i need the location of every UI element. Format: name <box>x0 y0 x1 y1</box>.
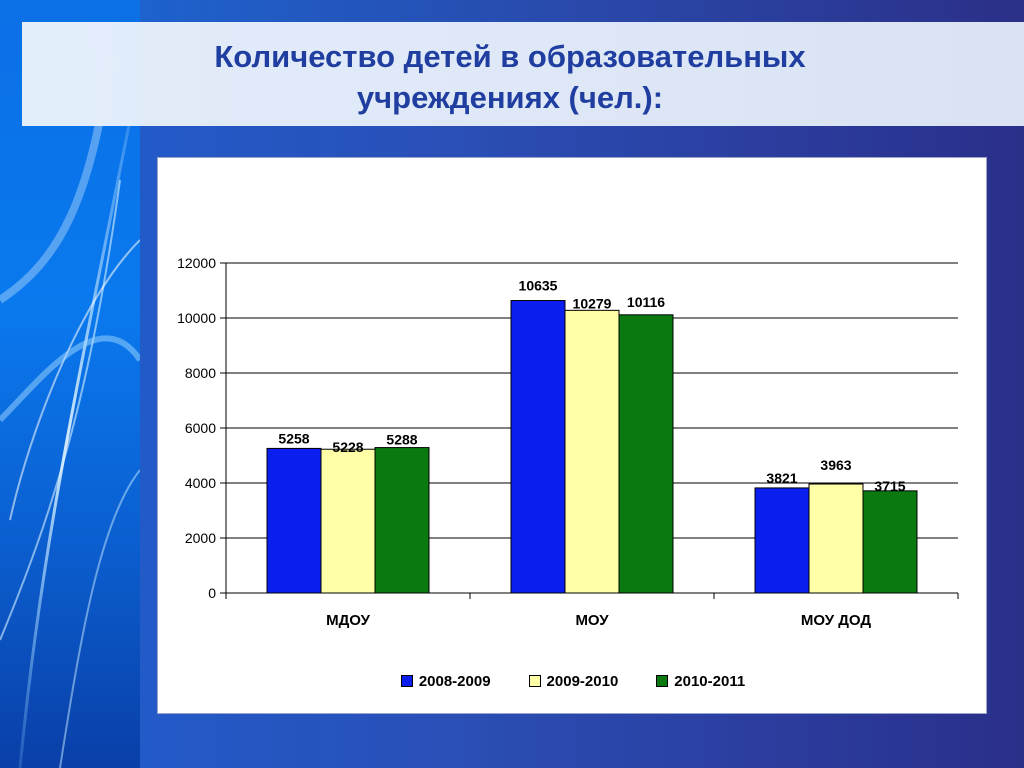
data-label: 5258 <box>278 430 309 446</box>
legend-swatch-2010-2011 <box>656 675 669 687</box>
legend-label-2009-2010: 2009-2010 <box>546 672 619 690</box>
bar-2008-2009-МОУ <box>510 300 566 594</box>
bar-2010-2011-МДОУ <box>374 447 430 594</box>
y-tick-label: 12000 <box>177 255 216 271</box>
legend-item-2009-2010: 2009-2010 <box>528 672 619 690</box>
legend-swatch-2008-2009 <box>400 675 413 687</box>
slide-title: Количество детей в образовательных учреж… <box>214 39 806 115</box>
y-tick-label: 2000 <box>185 530 216 546</box>
data-label: 10279 <box>573 295 612 311</box>
data-label: 10635 <box>519 278 558 294</box>
data-label: 3821 <box>766 470 797 486</box>
title-band <box>22 22 1024 126</box>
top-strip <box>0 0 1024 22</box>
legend-item-2010-2011: 2010-2011 <box>656 673 745 690</box>
x-category-label: МОУ <box>575 612 609 629</box>
y-tick-label: 4000 <box>185 475 216 491</box>
data-label: 5288 <box>386 432 417 448</box>
y-tick-label: 0 <box>208 585 216 601</box>
bar-2009-2010-МОУ ДОД <box>808 483 864 594</box>
bar-2010-2011-МОУ <box>618 314 674 594</box>
bar-2009-2010-МОУ <box>564 309 620 594</box>
legend-label-2008-2009: 2008-2009 <box>418 672 491 690</box>
y-tick-label: 6000 <box>185 420 216 436</box>
bar-2009-2010-МДОУ <box>320 448 376 594</box>
data-label: 5228 <box>332 439 363 455</box>
legend-item-2008-2009: 2008-2009 <box>400 672 491 690</box>
data-label: 3715 <box>874 478 905 494</box>
decorative-light-streaks <box>0 0 140 768</box>
x-category-label: МДОУ <box>326 612 370 629</box>
legend-swatch-2009-2010 <box>528 675 541 687</box>
bar-chart: 0 2000 4000 6000 8000 10000 12000 МДОУ МОУ МОУ ДО… <box>177 255 959 629</box>
bar-2008-2009-МДОУ <box>266 447 322 594</box>
bar-2010-2011-МОУ ДОД <box>862 490 918 594</box>
y-tick-label: 10000 <box>177 310 216 326</box>
y-tick-label: 8000 <box>185 365 216 381</box>
data-label: 10116 <box>627 294 665 310</box>
x-category-label: МОУ ДОД <box>801 612 871 629</box>
data-label: 3963 <box>820 457 851 473</box>
legend: 2008-2009 2009-2010 2010-2011 <box>158 670 988 692</box>
chart-panel: 0 2000 4000 6000 8000 10000 12000 МДОУ МОУ МОУ ДО… <box>157 157 987 714</box>
bar-2008-2009-МОУ ДОД <box>754 487 810 594</box>
legend-label-2010-2011: 2010-2011 <box>674 672 746 690</box>
